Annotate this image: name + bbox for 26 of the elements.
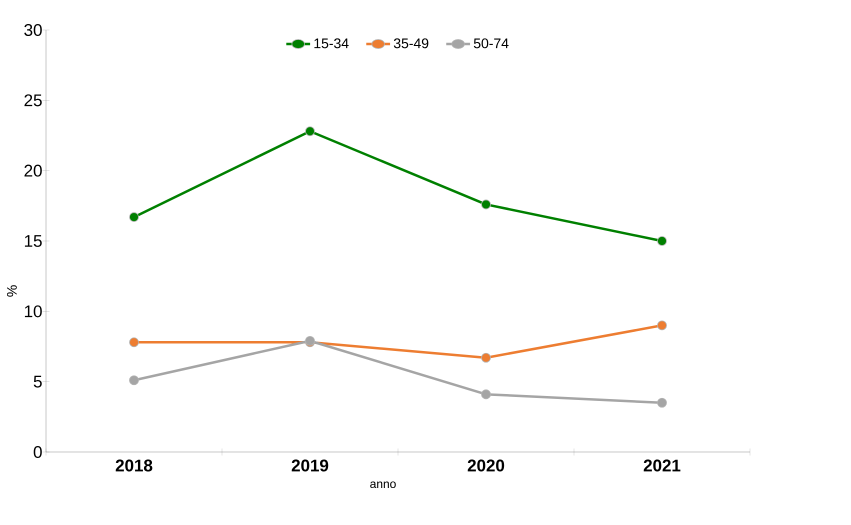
y-tick-label: 30 (24, 24, 42, 36)
point (481, 352, 491, 363)
point (129, 375, 139, 386)
point (657, 320, 667, 330)
legend-label: 15-34 (314, 38, 349, 48)
point (657, 236, 667, 246)
x-axis-title: anno (370, 482, 396, 488)
point (129, 212, 139, 222)
point (129, 337, 139, 348)
legend-label: 50-74 (474, 38, 509, 48)
y-tick-label: 5 (34, 376, 42, 388)
y-tick-label: 15 (24, 235, 42, 247)
legend-label: 35-49 (394, 38, 428, 48)
y-tick-label: 20 (24, 164, 42, 177)
y-tick-label: 0 (34, 446, 42, 458)
y-tick-label: 25 (24, 94, 42, 106)
point (481, 389, 491, 400)
x-tick-label: 2018 (116, 460, 152, 472)
y-tick-label: 10 (24, 305, 42, 318)
x-tick-label: 2019 (292, 460, 328, 472)
y-axis-title: % (7, 285, 17, 297)
x-tick-label: 2020 (468, 460, 504, 472)
point (657, 398, 667, 408)
x-tick-label: 2021 (644, 460, 680, 472)
point (305, 126, 315, 136)
point (481, 200, 491, 210)
